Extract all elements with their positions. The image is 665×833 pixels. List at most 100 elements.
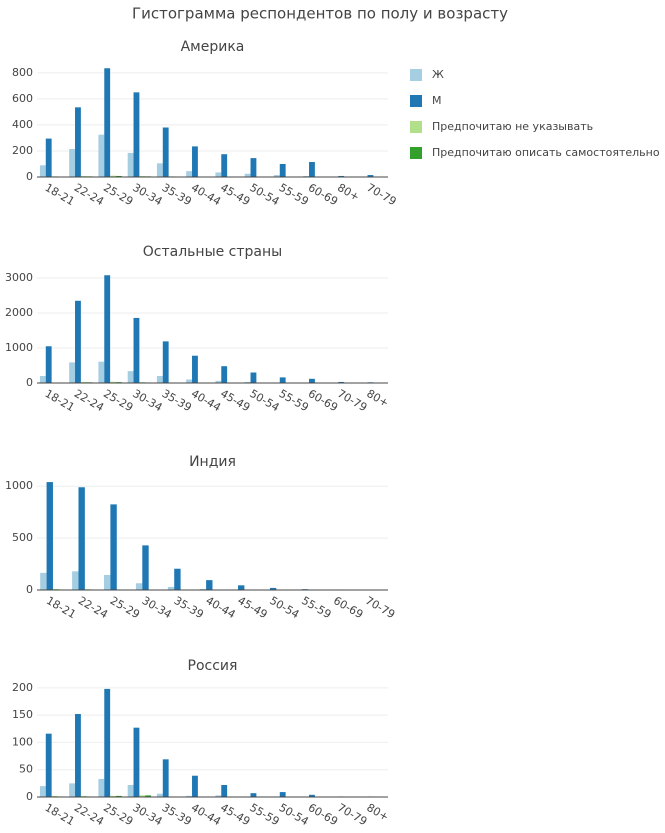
x-tick-label: 55-59	[277, 181, 311, 208]
x-tick-label: 40-44	[189, 801, 223, 828]
y-tick-label: 3000	[5, 271, 33, 284]
bar	[133, 317, 140, 383]
x-tick-label: 35-39	[160, 181, 194, 208]
x-tick-label: 25-29	[101, 801, 135, 828]
bar	[45, 733, 52, 797]
legend-label: Предпочитаю описать самостоятельно	[432, 146, 660, 159]
bar	[75, 300, 81, 383]
bar	[186, 171, 193, 177]
bar	[72, 571, 79, 590]
bar	[367, 175, 374, 177]
x-tick-label: 40-44	[189, 181, 223, 208]
bar	[40, 572, 47, 590]
y-tick-label: 0	[26, 376, 33, 389]
bar	[250, 793, 257, 797]
x-tick-label: 50-54	[267, 594, 301, 621]
subplot-title: Россия	[188, 658, 238, 674]
x-tick-label: 22-24	[72, 387, 106, 414]
x-tick-label: 50-54	[247, 181, 281, 208]
bar	[69, 149, 76, 177]
bar	[104, 688, 111, 797]
bar	[338, 381, 345, 383]
legend-swatch	[410, 147, 422, 159]
bar	[221, 366, 228, 383]
bar	[110, 504, 117, 590]
bar	[45, 138, 52, 177]
x-tick-label: 30-34	[130, 387, 164, 414]
x-tick-label: 80+	[364, 801, 391, 824]
bar	[309, 794, 315, 797]
x-tick-label: 60-69	[306, 387, 340, 414]
bar	[115, 795, 122, 797]
legend-label: Ж	[432, 68, 444, 81]
x-tick-label: 70-79	[335, 801, 369, 828]
y-tick-label: 0	[26, 583, 33, 596]
x-tick-label: 22-24	[72, 801, 106, 828]
bar	[127, 152, 134, 177]
y-tick-label: 800	[12, 66, 33, 79]
bar	[51, 795, 58, 797]
bar	[192, 355, 198, 383]
bar	[135, 583, 143, 590]
legend-label: М	[432, 94, 442, 107]
x-tick-label: 55-59	[247, 801, 281, 828]
legend-label: Предпочитаю не указывать	[432, 120, 593, 133]
bar	[338, 175, 345, 177]
bar	[156, 163, 163, 177]
subplot-title: Остальные страны	[143, 244, 282, 260]
x-tick-label: 35-39	[172, 594, 206, 621]
bar	[98, 361, 105, 383]
bar	[145, 795, 152, 797]
bar	[250, 372, 257, 383]
bar	[98, 134, 105, 177]
bar	[98, 778, 105, 797]
x-tick-label: 25-29	[101, 387, 135, 414]
chart-title: Гистограмма респондентов по полу и возра…	[132, 5, 508, 23]
bar	[250, 158, 257, 177]
bar	[139, 795, 146, 797]
bar	[39, 376, 46, 383]
x-tick-label: 18-21	[43, 387, 77, 414]
x-tick-label: 60-69	[306, 181, 340, 208]
x-tick-label: 35-39	[160, 801, 194, 828]
x-tick-label: 18-21	[44, 594, 78, 621]
y-tick-label: 50	[19, 763, 33, 776]
bar	[46, 482, 53, 590]
bar	[273, 175, 280, 177]
y-tick-label: 2000	[5, 306, 33, 319]
y-tick-label: 600	[12, 92, 33, 105]
bar	[69, 362, 76, 383]
x-tick-label: 30-34	[140, 594, 174, 621]
bar	[115, 175, 122, 177]
bar	[156, 376, 163, 383]
x-tick-label: 80+	[364, 387, 391, 410]
bar	[104, 275, 111, 383]
y-tick-label: 1000	[5, 341, 33, 354]
y-tick-label: 150	[12, 708, 33, 721]
bar	[104, 574, 111, 590]
bar	[192, 146, 198, 177]
bar	[215, 795, 222, 797]
legend-swatch	[410, 95, 422, 107]
bar	[238, 585, 245, 590]
bar	[269, 587, 277, 590]
bar	[75, 107, 81, 177]
x-tick-label: 50-54	[247, 387, 281, 414]
x-tick-label: 30-34	[130, 801, 164, 828]
x-tick-label: 35-39	[160, 387, 194, 414]
y-tick-label: 200	[12, 144, 33, 157]
x-tick-label: 45-49	[235, 594, 269, 621]
bar	[215, 172, 222, 177]
bar	[186, 379, 193, 383]
bar	[279, 163, 286, 177]
legend-swatch	[410, 69, 422, 81]
bar	[244, 173, 251, 177]
x-tick-label: 70-79	[363, 594, 397, 621]
x-tick-label: 55-59	[299, 594, 333, 621]
x-tick-label: 25-29	[101, 181, 135, 208]
bar	[303, 175, 310, 177]
bar	[39, 165, 46, 177]
bar	[192, 775, 198, 797]
x-tick-label: 45-49	[218, 801, 252, 828]
subplot-title: Америка	[181, 39, 245, 55]
